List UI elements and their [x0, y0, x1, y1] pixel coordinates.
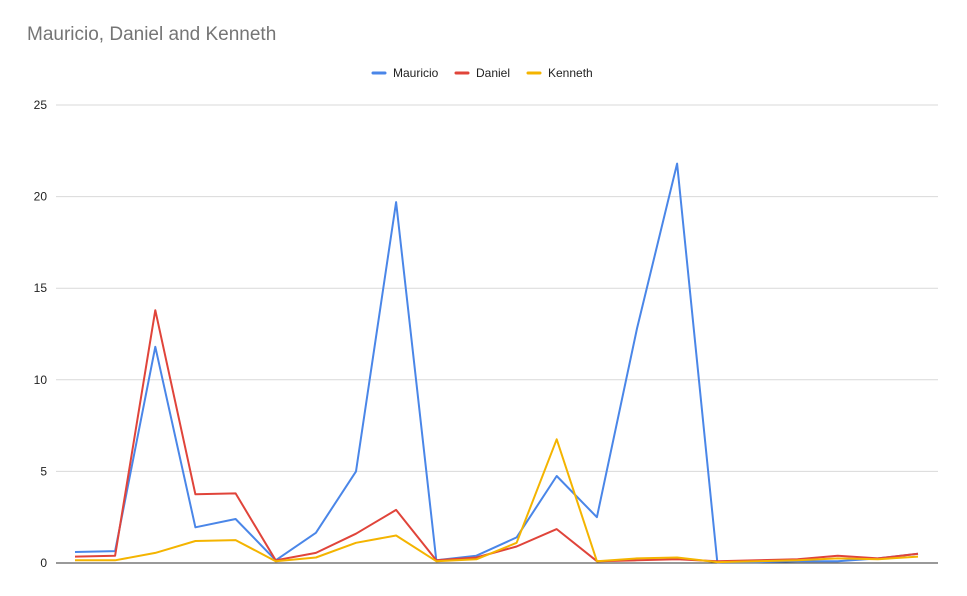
- y-tick-label: 25: [34, 98, 48, 112]
- series-lines: [74, 162, 919, 564]
- gridlines: [56, 104, 938, 564]
- series-line-daniel: [74, 309, 919, 563]
- y-tick-labels: 0 5 10 15 20 25: [34, 98, 48, 570]
- y-tick-label: 15: [34, 281, 48, 295]
- y-tick-label: 20: [34, 190, 48, 204]
- series-line-mauricio: [74, 162, 919, 564]
- y-tick-label: 0: [40, 556, 47, 570]
- legend-label: Mauricio: [393, 66, 439, 80]
- legend: Mauricio Daniel Kenneth: [371, 66, 593, 80]
- chart-title: Mauricio, Daniel and Kenneth: [27, 24, 277, 45]
- legend-label: Kenneth: [548, 66, 593, 80]
- y-tick-label: 5: [40, 464, 47, 478]
- y-tick-label: 10: [34, 373, 48, 387]
- series-line-kenneth: [75, 438, 919, 564]
- legend-label: Daniel: [476, 66, 510, 80]
